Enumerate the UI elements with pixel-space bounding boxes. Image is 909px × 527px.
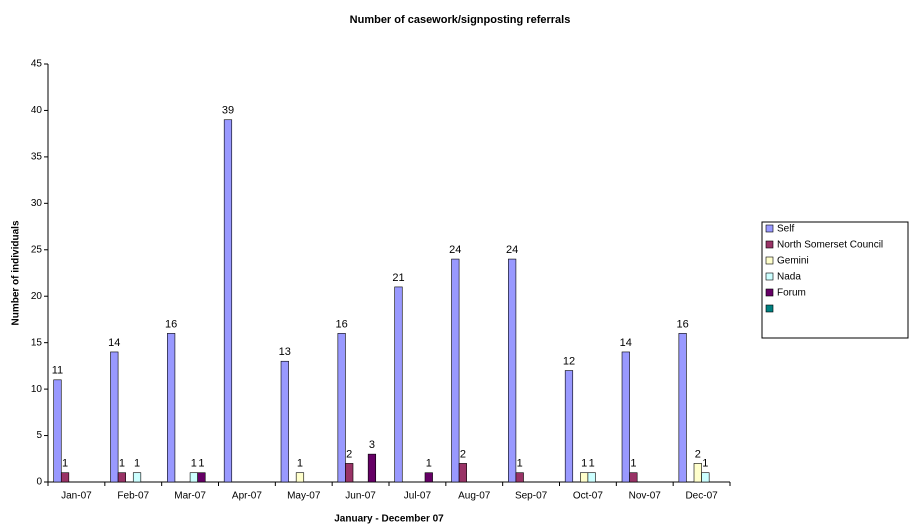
value-label: 13 [279,346,291,358]
value-label: 1 [191,458,197,470]
y-tick-label: 10 [31,384,43,395]
bar [458,463,467,483]
y-tick-label: 30 [31,198,43,209]
legend-label: Gemini [777,256,809,267]
bar [132,472,142,483]
bar [189,472,198,483]
y-tick-label: 15 [31,337,43,348]
bar [60,472,70,483]
legend-swatch [765,304,774,313]
value-label: 16 [677,318,689,330]
x-tick-label: Mar-07 [174,491,206,502]
legend-label: Forum [777,288,806,299]
bar [515,472,524,483]
x-axis-label: January - December 07 [334,514,444,525]
x-tick-label: May-07 [287,491,321,502]
value-label: 2 [695,448,701,460]
chart-title: Number of casework/signposting referrals [350,14,571,26]
value-label: 1 [517,458,523,470]
bar [197,472,206,483]
bar [424,472,433,483]
value-label: 1 [589,458,595,470]
bar [451,258,460,483]
bar [693,463,702,483]
value-label: 1 [119,458,125,470]
bar [295,472,305,483]
value-label: 14 [620,337,632,349]
x-tick-label: Dec-07 [685,491,718,502]
y-tick-label: 5 [36,430,42,441]
bar [580,472,589,483]
x-tick-label: Sep-07 [515,491,548,502]
legend-swatch [765,288,774,297]
value-label: 24 [449,244,461,256]
y-tick-label: 45 [31,59,43,70]
bar [223,119,233,483]
y-tick-label: 0 [36,477,42,488]
y-axis-label: Number of individuals [11,220,22,325]
x-tick-label: Feb-07 [117,491,149,502]
value-label: 16 [165,318,177,330]
bar [678,333,687,483]
value-label: 14 [108,337,120,349]
x-tick-label: Jul-07 [404,491,432,502]
value-label: 21 [392,272,404,284]
bar [587,472,596,483]
value-label: 1 [62,458,68,470]
value-label: 3 [369,439,375,451]
legend [761,221,909,339]
bar [564,370,574,483]
y-tick-label: 35 [31,152,43,163]
bar [508,258,517,483]
value-label: 16 [336,318,348,330]
value-label: 39 [222,105,234,117]
value-label: 24 [506,244,518,256]
value-label: 2 [346,448,352,460]
value-label: 1 [581,458,587,470]
value-label: 1 [134,458,140,470]
bar [167,333,176,483]
value-label: 11 [52,365,63,377]
bar [53,379,62,483]
legend-label: Nada [777,272,801,283]
bar [280,360,289,483]
bar [345,463,354,483]
value-label: 1 [426,458,432,470]
bar [337,333,346,483]
x-tick-label: Nov-07 [629,491,662,502]
value-label: 1 [297,458,303,470]
bar [110,351,119,483]
value-label: 1 [198,458,204,470]
x-tick-label: Apr-07 [232,491,262,502]
legend-label: North Somerset Council [777,240,883,251]
legend-swatch [765,272,774,281]
y-tick-label: 40 [31,105,43,116]
legend-swatch [765,256,774,265]
y-tick-label: 20 [31,291,43,302]
x-tick-label: Jan-07 [61,491,92,502]
bar [394,286,403,483]
y-tick-label: 25 [31,244,43,255]
value-label: 2 [460,448,466,460]
bar [629,472,638,483]
legend-swatch [765,224,774,233]
value-label: 1 [702,458,708,470]
legend-label: Self [777,224,794,235]
legend-swatch [765,240,774,249]
x-tick-label: Oct-07 [573,491,603,502]
x-tick-label: Jun-07 [345,491,376,502]
bar [701,472,710,483]
bar [621,351,630,483]
bar [117,472,126,483]
value-label: 1 [630,458,636,470]
x-tick-label: Aug-07 [458,491,491,502]
bar [367,453,377,483]
value-label: 12 [563,355,575,367]
